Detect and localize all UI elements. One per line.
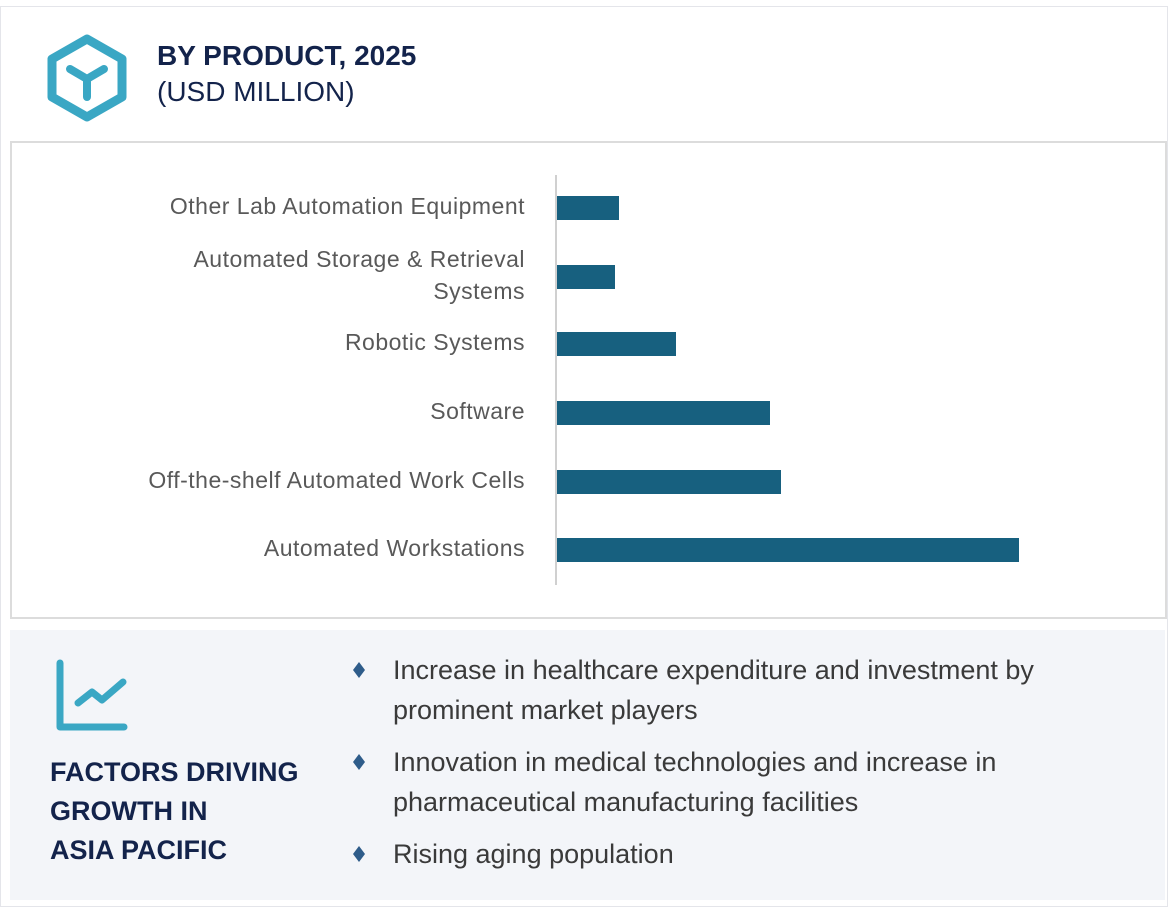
- bar-chart-panel: [10, 141, 1167, 619]
- drivers-title-line: FACTORS DRIVING: [50, 757, 299, 787]
- category-label: Off-the-shelf Automated Work Cells: [148, 467, 525, 493]
- bar: [557, 401, 770, 425]
- driver-text: Rising aging population: [393, 839, 674, 869]
- driver-item: Rising aging population: [353, 834, 1115, 874]
- trend-chart-icon: [56, 659, 128, 731]
- diamond-bullet-icon: [353, 846, 365, 862]
- bar: [557, 265, 615, 289]
- bar: [557, 196, 619, 220]
- hexagon-y-icon: [47, 34, 127, 122]
- category-label: Automated Workstations: [263, 535, 525, 561]
- bar: [557, 538, 1019, 562]
- bar: [557, 332, 676, 356]
- driver-text: Innovation in medical technologies and i…: [393, 747, 997, 817]
- diamond-bullet-icon: [353, 754, 365, 770]
- chart-unit: (USD MILLION): [157, 76, 355, 107]
- drivers-title-line: ASIA PACIFIC: [50, 835, 228, 865]
- bar: [557, 470, 781, 494]
- diamond-bullet-icon: [353, 662, 365, 678]
- drivers-title: FACTORS DRIVING GROWTH IN ASIA PACIFIC: [50, 753, 299, 870]
- category-label: Software: [430, 398, 525, 424]
- category-label: Automated Storage & Retrieval Systems: [193, 246, 525, 304]
- category-axis-line: [555, 175, 557, 585]
- growth-drivers-panel: FACTORS DRIVING GROWTH IN ASIA PACIFIC I…: [10, 630, 1165, 900]
- chart-title: BY PRODUCT, 2025: [157, 40, 417, 71]
- infographic-frame: [0, 6, 1168, 907]
- driver-item: Innovation in medical technologies and i…: [353, 742, 1115, 822]
- category-label: Other Lab Automation Equipment: [169, 193, 525, 219]
- driver-item: Increase in healthcare expenditure and i…: [353, 650, 1115, 730]
- category-label: Robotic Systems: [344, 329, 525, 355]
- driver-text: Increase in healthcare expenditure and i…: [393, 655, 1034, 725]
- drivers-title-line: GROWTH IN: [50, 796, 208, 826]
